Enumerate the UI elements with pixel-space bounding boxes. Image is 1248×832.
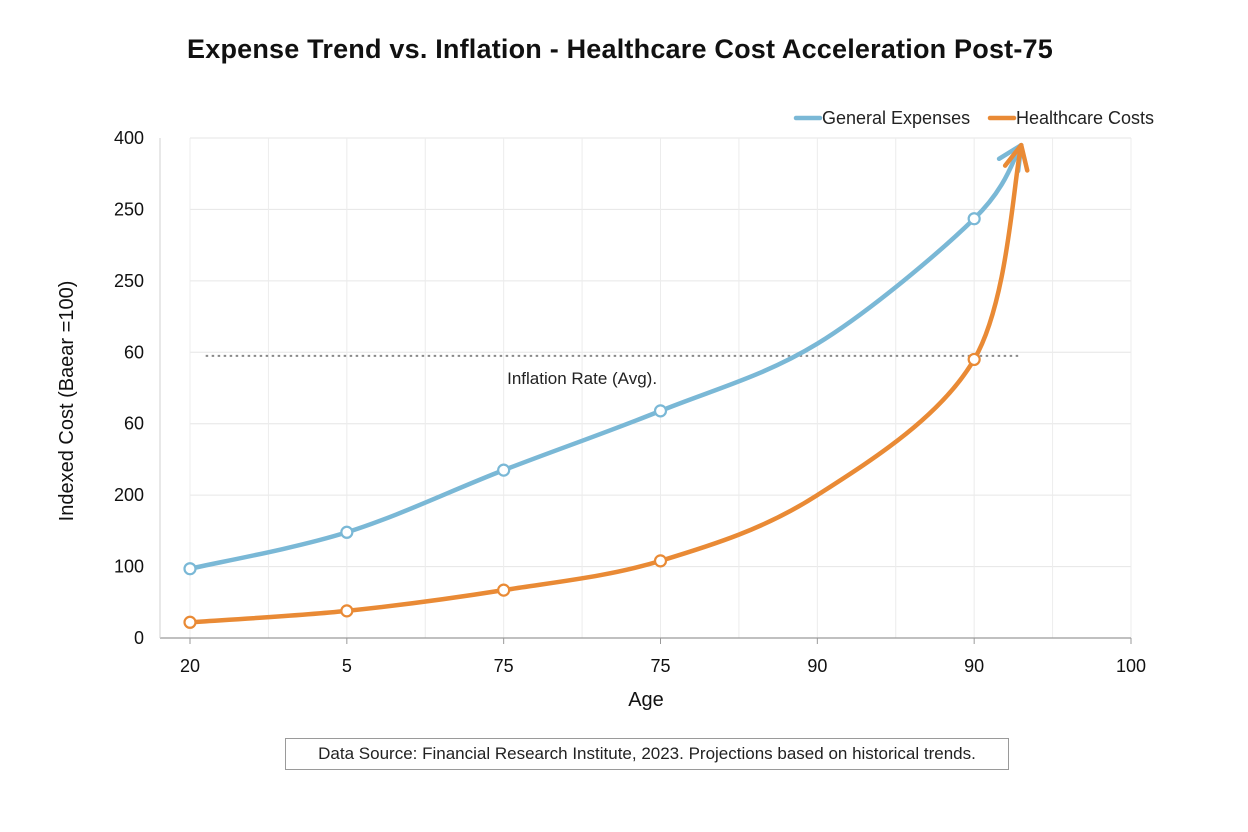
grid	[189, 137, 1132, 639]
data-point	[340, 604, 354, 618]
series-group	[183, 142, 1030, 629]
x-tick-label: 75	[494, 656, 514, 676]
y-tick-label: 0	[134, 628, 144, 648]
data-point	[497, 463, 511, 477]
y-tick-label: 200	[114, 485, 144, 505]
data-point	[653, 554, 668, 568]
legend-label: Healthcare Costs	[1016, 108, 1154, 128]
data-point	[183, 562, 197, 576]
data-point	[497, 583, 511, 597]
chart-title: Expense Trend vs. Inflation - Healthcare…	[187, 34, 1053, 64]
axes: 20 5 75 75 90 90 100 0 100 200 60 60 250 250 400 Age Ind…	[56, 128, 1146, 711]
x-tick-label: 90	[807, 656, 827, 676]
data-point	[340, 525, 354, 539]
y-axis-title: Indexed Cost (Baear =100)	[56, 281, 78, 522]
data-point	[967, 212, 981, 226]
x-tick-label: 5	[342, 656, 352, 676]
inflation-reference-label: Inflation Rate (Avg).	[507, 369, 657, 388]
y-tick-label: 60	[124, 414, 144, 434]
data-point	[183, 615, 197, 629]
data-point	[653, 404, 668, 418]
y-tick-label: 100	[114, 557, 144, 577]
y-tick-label: 400	[114, 128, 144, 148]
x-tick-label: 20	[180, 656, 200, 676]
x-axis-title: Age	[628, 689, 664, 711]
legend: General Expenses Healthcare Costs	[793, 108, 1154, 128]
data-source-note: Data Source: Financial Research Institut…	[285, 738, 1009, 770]
y-tick-label: 60	[124, 342, 144, 362]
x-tick-label: 75	[650, 656, 670, 676]
x-tick-label: 100	[1116, 656, 1146, 676]
series-arrowhead-1	[1002, 142, 1030, 173]
series-line-0	[187, 142, 1024, 571]
reference-line-group: Inflation Rate (Avg).	[205, 354, 1022, 388]
legend-label: General Expenses	[822, 108, 970, 128]
y-tick-label: 250	[114, 271, 144, 291]
x-tick-label: 90	[964, 656, 984, 676]
data-point	[967, 352, 981, 367]
y-tick-label: 250	[114, 199, 144, 219]
